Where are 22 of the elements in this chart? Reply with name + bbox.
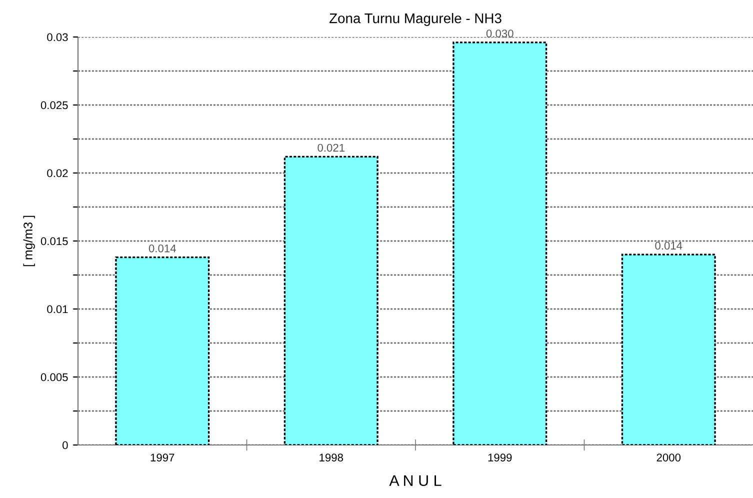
y-tick-label: 0.005 [40,373,68,382]
y-axis-title: [ mg/m3 ] [23,216,35,266]
y-tick-label: 0.025 [40,101,68,110]
x-tick-label: 1999 [488,454,512,462]
data-label: 0.030 [486,30,514,38]
y-tick-label: 0.01 [47,305,68,314]
x-tick-label: 1997 [150,454,174,462]
chart-title: Zona Turnu Magurele - NH3 [329,13,502,26]
y-tick-label: 0.03 [47,33,68,42]
x-tick-label: 1998 [320,454,343,462]
x-axis-title: A N U L [389,475,442,486]
x-tick-label: 2000 [656,454,681,462]
data-label: 0.014 [148,244,176,252]
y-tick-label: 0.015 [40,237,68,246]
y-tick-label: 0.02 [47,169,68,178]
bar [284,156,378,445]
bar [452,42,548,445]
y-tick-label: 0 [62,441,68,450]
bar [115,256,210,445]
bar [621,254,716,445]
data-label: 0.021 [318,144,344,152]
data-label: 0.014 [655,242,682,250]
